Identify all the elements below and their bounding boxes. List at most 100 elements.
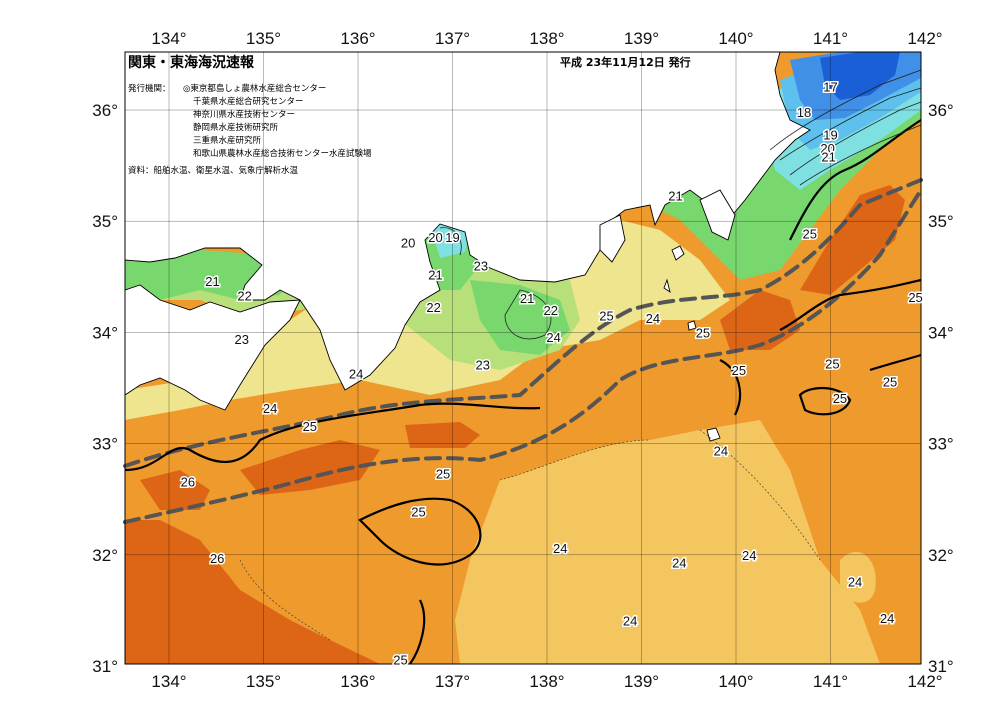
temperature-label: 23 <box>235 332 249 347</box>
land-miyakejima <box>687 320 697 331</box>
temperature-label: 18 <box>797 105 811 120</box>
temperature-label: 19 <box>445 230 459 245</box>
kuroshio-path <box>123 178 923 524</box>
temperature-label: 24 <box>714 443 728 458</box>
map-title: 関東・東海海況速報 <box>128 54 255 71</box>
temperature-label: 24 <box>263 401 277 416</box>
longitude-tick-label: 135° <box>246 672 281 691</box>
temperature-label: 24 <box>646 311 660 326</box>
latitude-tick-label: 33° <box>92 435 118 454</box>
issuer-line: ◎東京都島しょ農林水産総合センター <box>183 83 326 94</box>
temperature-label: 26 <box>210 551 224 566</box>
temperature-label: 21 <box>821 150 835 165</box>
temperature-label: 25 <box>411 504 425 519</box>
latitude-tick-label: 31° <box>92 657 118 676</box>
longitude-tick-label: 140° <box>718 672 753 691</box>
latitude-tick-label: 36° <box>928 101 954 120</box>
latitude-tick-label: 35° <box>92 212 118 231</box>
graticule <box>125 52 921 664</box>
temp-zone-21-enshu <box>470 280 570 355</box>
temp-zone-24-east <box>840 551 876 603</box>
latitude-tick-label: 32° <box>92 546 118 565</box>
latitude-tick-label: 36° <box>92 101 118 120</box>
land-boso-peninsula <box>699 189 736 241</box>
temperature-label: 24 <box>349 367 363 382</box>
longitude-labels-bottom: 134° 135° 136° 137° 138° 139° 140° 141° 142° <box>151 672 942 691</box>
temperature-label: 25 <box>802 226 816 241</box>
longitude-tick-label: 137° <box>435 29 470 48</box>
temperature-label: 25 <box>908 290 922 305</box>
issuer-line: 千葉県水産総合研究センター <box>193 96 304 107</box>
temperature-label: 22 <box>237 289 251 304</box>
longitude-tick-label: 136° <box>340 29 375 48</box>
issuer-line: 和歌山県農林水産総合技術センター水産試験場 <box>193 148 372 159</box>
issuer-line: 神奈川県水産技術センター <box>193 109 295 120</box>
longitude-tick-label: 141° <box>813 29 848 48</box>
longitude-tick-label: 134° <box>151 672 186 691</box>
longitude-tick-label: 138° <box>529 29 564 48</box>
temperature-label: 25 <box>696 325 710 340</box>
temperature-label: 25 <box>825 357 839 372</box>
land-izu-oshima <box>671 245 685 261</box>
temperature-label: 21 <box>668 189 682 204</box>
temperature-label: 24 <box>672 556 686 571</box>
temperature-label: 24 <box>880 611 894 626</box>
temperature-label: 21 <box>428 268 442 283</box>
temperature-label: 25 <box>303 419 317 434</box>
latitude-tick-label: 31° <box>928 657 954 676</box>
temperature-label: 22 <box>426 300 440 315</box>
latitude-labels-right: 36° 35° 34° 33° 32° 31° <box>928 101 954 676</box>
issuers-label: 発行機関： <box>128 83 171 94</box>
temperature-label: 25 <box>732 363 746 378</box>
temperature-label: 25 <box>393 652 407 667</box>
latitude-labels-left: 36° 35° 34° 33° 32° 31° <box>92 101 118 676</box>
longitude-tick-label: 141° <box>813 672 848 691</box>
isotherm-25 <box>124 119 922 665</box>
temp-zone-26-patch <box>405 422 480 448</box>
temperature-label: 20 <box>820 141 834 156</box>
latitude-tick-label: 32° <box>928 546 954 565</box>
latitude-tick-label: 33° <box>928 435 954 454</box>
temperature-label: 21 <box>205 274 219 289</box>
temperature-label: 24 <box>848 574 862 589</box>
temperature-label: 20 <box>401 235 415 250</box>
longitude-tick-label: 137° <box>435 672 470 691</box>
isotherms-dotted <box>239 429 821 641</box>
latitude-tick-label: 35° <box>928 212 954 231</box>
longitude-tick-label: 142° <box>907 29 942 48</box>
longitude-tick-label: 139° <box>624 672 659 691</box>
temperature-label: 21 <box>520 291 534 306</box>
issuer-line: 静岡県水産技術研究所 <box>193 122 279 133</box>
isotherms-fine <box>439 69 922 340</box>
temperature-label: 25 <box>883 374 897 389</box>
issuer-line: 三重県水産研究所 <box>193 135 262 146</box>
temperature-label: 24 <box>553 541 567 556</box>
temp-zone-26-west <box>140 470 210 510</box>
temperature-label: 24 <box>742 548 756 563</box>
temperature-label: 24 <box>546 330 560 345</box>
temperature-label: 20 <box>428 230 442 245</box>
longitude-tick-label: 134° <box>151 29 186 48</box>
latitude-tick-label: 34° <box>92 323 118 342</box>
temperature-label: 19 <box>823 127 837 142</box>
temp-zone-17 <box>820 52 900 100</box>
temp-zone-26-northeast <box>800 185 905 295</box>
temperature-label: 23 <box>476 358 490 373</box>
longitude-tick-label: 142° <box>907 672 942 691</box>
longitude-tick-label: 140° <box>718 29 753 48</box>
temperature-label: 22 <box>544 303 558 318</box>
temperature-label: 26 <box>181 474 195 489</box>
longitude-tick-label: 138° <box>529 672 564 691</box>
land-izu-peninsula <box>599 214 626 263</box>
temperature-label: 23 <box>474 259 488 274</box>
temperature-label: 25 <box>833 391 847 406</box>
temp-zone-24-south <box>455 420 880 664</box>
temperature-label: 24 <box>623 613 637 628</box>
temperature-label: 25 <box>436 467 450 482</box>
temp-zone-26-mid <box>240 440 380 495</box>
latitude-tick-label: 34° <box>928 323 954 342</box>
longitude-tick-label: 136° <box>340 672 375 691</box>
longitude-tick-label: 139° <box>624 29 659 48</box>
longitude-tick-label: 135° <box>246 29 281 48</box>
